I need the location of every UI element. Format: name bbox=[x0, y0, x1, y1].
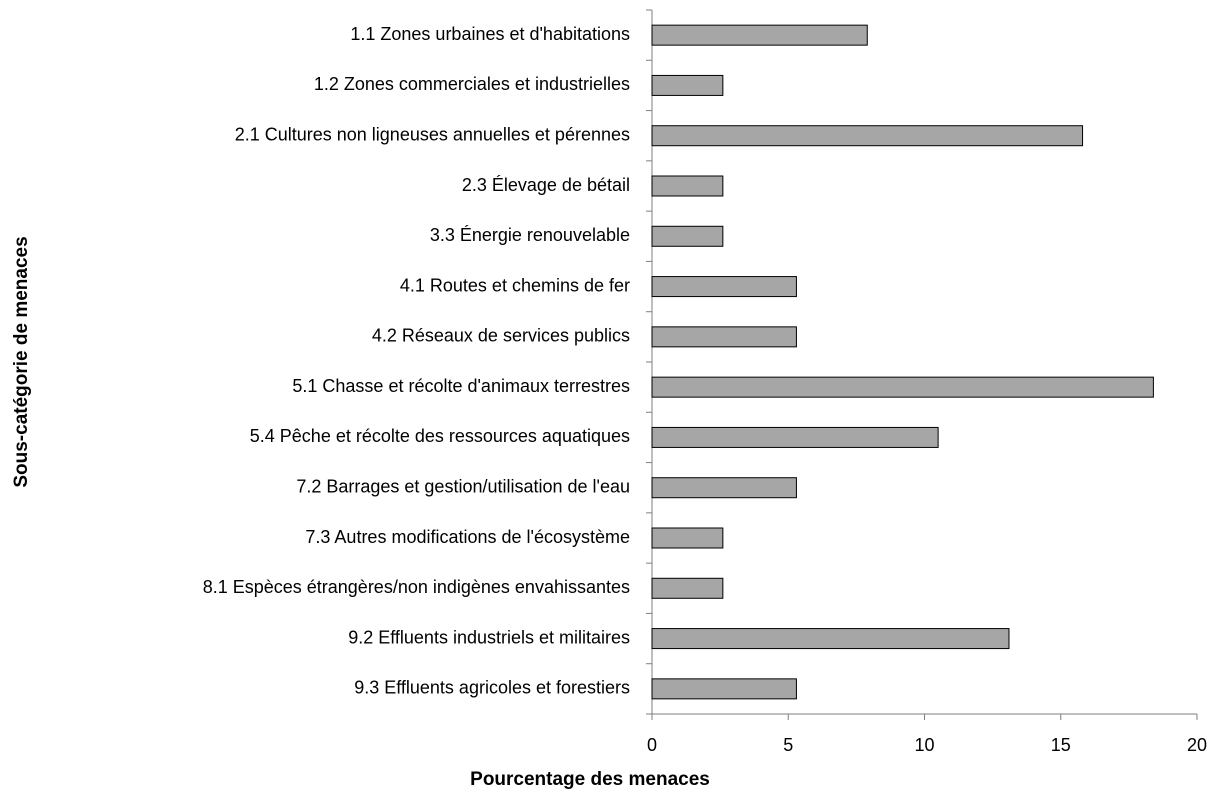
bar bbox=[651, 276, 797, 298]
x-tick-label: 10 bbox=[914, 735, 934, 755]
bar bbox=[651, 527, 724, 549]
bar bbox=[651, 477, 797, 499]
y-tick-label: 4.1 Routes et chemins de fer bbox=[400, 275, 630, 295]
y-tick-label: 4.2 Réseaux de services publics bbox=[372, 326, 630, 346]
y-tick-label: 1.2 Zones commerciales et industrielles bbox=[314, 74, 630, 94]
y-tick-label: 5.1 Chasse et récolte d'animaux terrestr… bbox=[292, 376, 630, 396]
y-tick-label: 2.1 Cultures non ligneuses annuelles et … bbox=[235, 124, 630, 144]
bar bbox=[651, 225, 724, 247]
y-tick-label: 7.3 Autres modifications de l'écosystème bbox=[305, 527, 630, 547]
y-tick-label: 9.3 Effluents agricoles et forestiers bbox=[354, 678, 630, 698]
bar bbox=[651, 326, 797, 348]
y-tick-label: 5.4 Pêche et récolte des ressources aqua… bbox=[250, 426, 630, 446]
bar bbox=[651, 678, 797, 700]
y-tick-label: 7.2 Barrages et gestion/utilisation de l… bbox=[296, 476, 630, 496]
bar bbox=[651, 577, 724, 599]
y-axis-title: Sous-catégorie de menaces bbox=[11, 236, 32, 487]
bar bbox=[651, 376, 1154, 398]
x-tick-label: 0 bbox=[647, 735, 657, 755]
bar bbox=[651, 628, 1010, 650]
x-tick-label: 20 bbox=[1187, 735, 1207, 755]
bar bbox=[651, 74, 724, 96]
x-tick-label: 5 bbox=[783, 735, 793, 755]
y-tick-label: 2.3 Élevage de bétail bbox=[462, 175, 630, 195]
bar bbox=[651, 24, 868, 46]
bar bbox=[651, 125, 1084, 147]
bar bbox=[651, 426, 939, 448]
bar bbox=[651, 175, 724, 197]
x-axis-title: Pourcentage des menaces bbox=[470, 769, 710, 790]
y-tick-label: 9.2 Effluents industriels et militaires bbox=[348, 627, 630, 647]
y-tick-label: 8.1 Espèces étrangères/non indigènes env… bbox=[203, 577, 630, 597]
x-tick-label: 15 bbox=[1051, 735, 1071, 755]
y-tick-label: 3.3 Énergie renouvelable bbox=[430, 225, 630, 245]
y-tick-label: 1.1 Zones urbaines et d'habitations bbox=[350, 24, 630, 44]
